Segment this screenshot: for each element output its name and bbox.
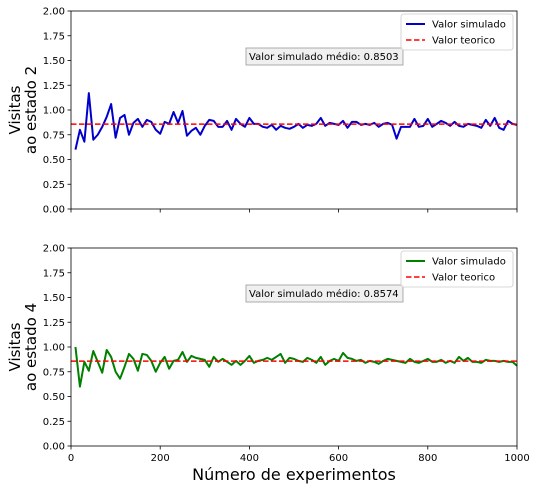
y-axis-title-line-2: ao estado 2	[22, 66, 40, 154]
y-tick-label: 2.00	[43, 244, 65, 255]
x-tick-label: 200	[151, 453, 170, 464]
y-tick-label: 0.25	[43, 417, 65, 428]
y-tick-label: 0.75	[43, 130, 65, 141]
y-tick-label: 1.25	[43, 81, 65, 92]
legend-label-1: Valor teorico	[432, 36, 495, 47]
subplot-estado-4: 0.00 0.25 0.50 0.75 1.00 1.25 1.50 1.75 2.00 0 200…	[6, 244, 530, 485]
y-axis-title: Visitasao estado 4	[6, 303, 40, 391]
y-tick-label: 1.50	[43, 56, 65, 67]
y-tick-label: 1.50	[43, 293, 65, 304]
annotation-text: Valor simulado médio: 0.8503	[249, 51, 399, 63]
y-tick-label: 1.00	[43, 343, 65, 354]
x-axis-title: Número de experimentos	[192, 465, 396, 484]
y-tick-label: 0.75	[43, 367, 65, 378]
legend-label-1: Valor teorico	[432, 273, 495, 284]
x-tick-label: 1000	[504, 453, 529, 464]
y-tick-label: 0.00	[43, 205, 65, 216]
annotation-box	[245, 47, 404, 66]
x-tick-label: 800	[418, 453, 437, 464]
y-tick-label: 2.00	[43, 7, 65, 18]
legend-label-0: Valor simulado	[432, 257, 506, 268]
y-tick-label: 0.00	[43, 442, 65, 453]
x-tick-label: 0	[68, 453, 74, 464]
legend	[400, 13, 514, 51]
x-tick-label: 400	[240, 453, 259, 464]
annotation-box	[245, 284, 404, 303]
x-tick-label: 600	[329, 453, 348, 464]
y-axis-title-line-1: Visitas	[6, 322, 24, 371]
y-axis-title: Visitasao estado 2	[6, 66, 40, 154]
y-tick-label: 1.00	[43, 106, 65, 117]
legend	[400, 250, 514, 288]
y-tick-label: 0.50	[43, 392, 65, 403]
series-line-0	[74, 92, 518, 150]
y-axis-title-line-1: Visitas	[6, 85, 24, 134]
subplot-estado-2: 0.00 0.25 0.50 0.75 1.00 1.25 1.50 1.75 2.00 Visi…	[6, 7, 518, 216]
y-tick-label: 1.25	[43, 318, 65, 329]
y-tick-label: 1.75	[43, 31, 65, 42]
y-axis-title-line-2: ao estado 4	[22, 303, 40, 391]
legend-label-0: Valor simulado	[432, 20, 506, 31]
annotation-text: Valor simulado médio: 0.8574	[249, 288, 399, 300]
y-tick-label: 1.75	[43, 268, 65, 279]
y-tick-label: 0.25	[43, 180, 65, 191]
y-tick-label: 0.50	[43, 155, 65, 166]
